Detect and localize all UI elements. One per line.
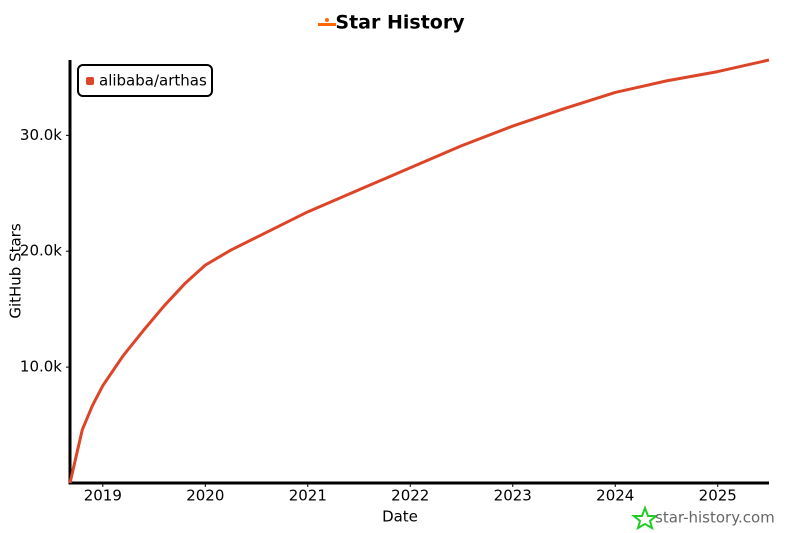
y-tick-label: 20.0k xyxy=(20,242,62,260)
x-axis-label: Date xyxy=(382,508,418,526)
x-tick-label: 2021 xyxy=(289,487,327,505)
x-tick-label: 2024 xyxy=(596,487,634,505)
x-tick-label: 2023 xyxy=(494,487,532,505)
x-tick-label: 2019 xyxy=(84,487,122,505)
legend-box xyxy=(77,64,213,97)
line-series xyxy=(68,58,770,484)
x-tick-label: 2020 xyxy=(186,487,224,505)
x-tick-label: 2022 xyxy=(391,487,429,505)
x-tick-label: 2025 xyxy=(699,487,737,505)
y-tick-label: 10.0k xyxy=(20,358,62,376)
legend: alibaba/arthas xyxy=(77,64,213,97)
y-tick-label: 30.0k xyxy=(20,126,62,144)
legend-swatch xyxy=(86,77,94,85)
footer-text: star-history.com xyxy=(655,509,775,527)
footer-logo xyxy=(631,505,659,531)
chart-title: Star History xyxy=(335,12,465,34)
y-axis-label: GitHub Stars xyxy=(7,223,25,319)
logo-icon xyxy=(318,18,336,26)
legend-label: alibaba/arthas xyxy=(99,72,207,90)
